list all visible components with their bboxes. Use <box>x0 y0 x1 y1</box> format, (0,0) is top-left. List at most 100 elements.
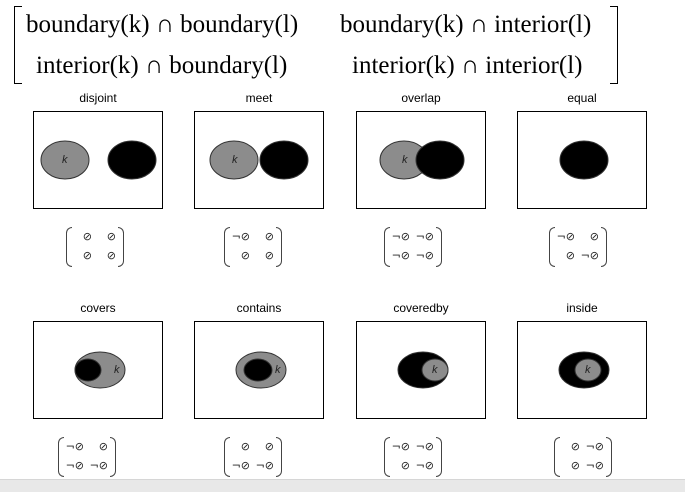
intersection-matrix: ¬⊘ ¬⊘ ⊘ ¬⊘ <box>384 437 442 479</box>
relation-diagram: k <box>235 351 287 389</box>
matrix-left-paren <box>224 227 230 267</box>
matrix-cell: ¬⊘ <box>415 459 434 472</box>
relation-diagram <box>559 140 609 180</box>
matrix-right-paren <box>118 227 124 267</box>
intersection-matrix: ¬⊘ ⊘ ⊘ ¬⊘ <box>549 227 607 269</box>
relation-diagram: k <box>379 140 465 180</box>
matrix-cell: ¬⊘ <box>556 230 575 243</box>
relation-diagram-box: k <box>33 321 163 419</box>
matrix-cell: ⊘ <box>106 249 116 262</box>
header-interior-boundary: interior(k) ∩ boundary(l) <box>36 52 288 79</box>
matrix-cell: ⊘ <box>589 230 599 243</box>
matrix-cell: ¬⊘ <box>415 440 434 453</box>
region-l <box>415 140 465 180</box>
label-k: k <box>275 364 281 376</box>
panel-title: meet <box>245 91 273 105</box>
intersection-matrix-header: boundary(k) ∩ boundary(l) boundary(k) ∩ … <box>14 4 618 84</box>
region-l <box>243 358 273 382</box>
matrix-cell: ⊘ <box>106 230 116 243</box>
matrix-right-paren <box>276 437 282 477</box>
relation-diagram-box: k <box>194 321 324 419</box>
matrix-cell: ⊘ <box>264 230 274 243</box>
matrix-cell: ¬⊘ <box>89 459 108 472</box>
matrix-left-paren <box>384 437 390 477</box>
matrix-left-paren <box>384 227 390 267</box>
intersection-matrix: ¬⊘ ⊘ ⊘ ⊘ <box>224 227 282 269</box>
label-k: k <box>232 154 238 166</box>
matrix-cell: ¬⊘ <box>585 459 604 472</box>
matrix-cell: ⊘ <box>264 440 274 453</box>
intersection-matrix: ⊘ ⊘ ⊘ ⊘ <box>66 227 124 269</box>
label-k: k <box>585 364 591 376</box>
label-k: k <box>114 364 120 376</box>
relation-diagram-box: k <box>194 111 324 209</box>
matrix-right-paren <box>436 437 442 477</box>
matrix-cell: ⊘ <box>98 440 108 453</box>
matrix-left-paren <box>554 437 560 477</box>
region-k <box>421 358 449 382</box>
matrix-cell: ⊘ <box>570 440 580 453</box>
matrix-cell: ⊘ <box>82 230 92 243</box>
header-boundary-boundary: boundary(k) ∩ boundary(l) <box>26 11 299 38</box>
matrix-left-paren <box>58 437 64 477</box>
matrix-cell: ¬⊘ <box>65 440 84 453</box>
region-k <box>40 140 90 180</box>
region-l <box>107 140 157 180</box>
matrix-right-paren <box>601 227 607 267</box>
matrix-cell: ⊘ <box>400 459 410 472</box>
header-boundary-interior: boundary(k) ∩ interior(l) <box>340 11 592 38</box>
label-k: k <box>432 364 438 376</box>
intersection-matrix: ⊘ ¬⊘ ⊘ ¬⊘ <box>554 437 612 479</box>
region-l <box>259 140 309 180</box>
matrix-cell: ¬⊘ <box>580 249 599 262</box>
region-l <box>74 358 102 382</box>
matrix-cell: ¬⊘ <box>255 459 274 472</box>
matrix-cell: ⊘ <box>240 249 250 262</box>
relation-diagram: k <box>397 351 449 389</box>
matrix-cell: ⊘ <box>570 459 580 472</box>
region-l <box>559 140 609 180</box>
panel-title: equal <box>567 91 597 105</box>
panel-title: overlap <box>401 91 441 105</box>
relation-diagram-box: k <box>356 321 486 419</box>
left-bracket <box>14 6 22 84</box>
relation-diagram: k <box>209 140 309 180</box>
matrix-right-paren <box>436 227 442 267</box>
matrix-cell: ¬⊘ <box>415 230 434 243</box>
matrix-cell: ¬⊘ <box>231 459 250 472</box>
label-k: k <box>62 154 68 166</box>
matrix-right-paren <box>110 437 116 477</box>
intersection-matrix: ¬⊘ ¬⊘ ¬⊘ ¬⊘ <box>384 227 442 269</box>
right-bracket <box>610 6 618 84</box>
relation-diagram-box <box>517 111 647 209</box>
matrix-right-paren <box>606 437 612 477</box>
matrix-right-paren <box>276 227 282 267</box>
matrix-cell: ⊘ <box>82 249 92 262</box>
relation-diagram-box: k <box>33 111 163 209</box>
matrix-cell: ¬⊘ <box>585 440 604 453</box>
matrix-cell: ¬⊘ <box>231 230 250 243</box>
matrix-cell: ¬⊘ <box>391 249 410 262</box>
matrix-cell: ¬⊘ <box>391 230 410 243</box>
header-interior-interior: interior(k) ∩ interior(l) <box>352 52 583 79</box>
matrix-cell: ¬⊘ <box>65 459 84 472</box>
relation-diagram-box: k <box>517 321 647 419</box>
relation-diagram: k <box>558 351 610 389</box>
relation-diagram-box: k <box>356 111 486 209</box>
right-margin <box>667 0 685 479</box>
matrix-left-paren <box>549 227 555 267</box>
horizontal-scrollbar[interactable] <box>0 479 685 492</box>
relation-diagram: k <box>40 140 157 180</box>
panel-title: coveredby <box>393 301 449 315</box>
intersection-matrix: ⊘ ⊘ ¬⊘ ¬⊘ <box>224 437 282 479</box>
matrix-cell: ¬⊘ <box>415 249 434 262</box>
panel-title: inside <box>566 301 598 315</box>
region-k <box>574 358 602 382</box>
panel-title: covers <box>80 301 116 315</box>
label-k: k <box>402 154 408 166</box>
relation-diagram: k <box>74 351 126 389</box>
matrix-left-paren <box>66 227 72 267</box>
matrix-cell: ⊘ <box>264 249 274 262</box>
intersection-matrix: ¬⊘ ⊘ ¬⊘ ¬⊘ <box>58 437 116 479</box>
panel-title: contains <box>236 301 282 315</box>
